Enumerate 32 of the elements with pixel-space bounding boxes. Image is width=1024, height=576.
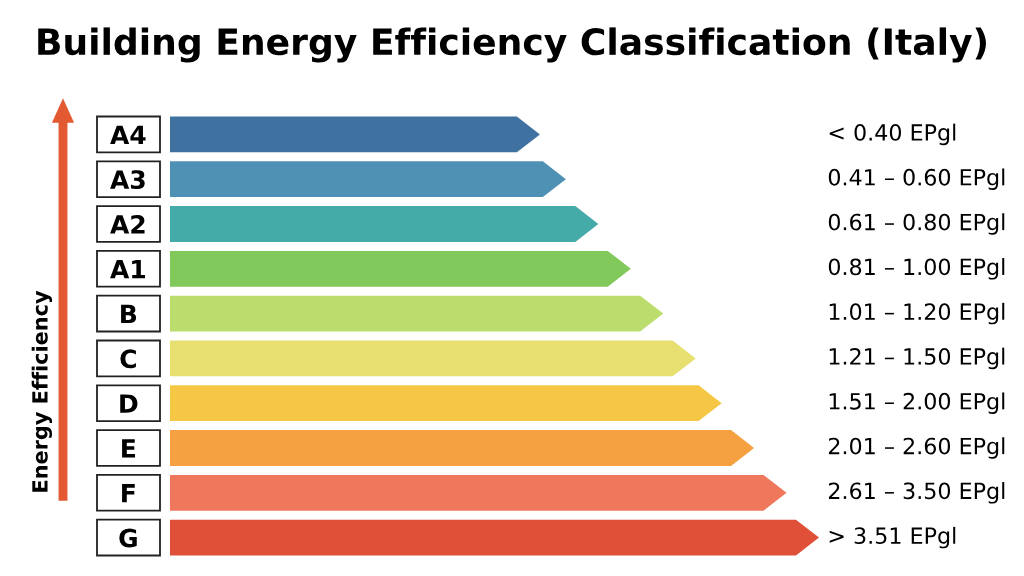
bar <box>170 295 664 332</box>
text: 0.61 – 0.80 EPgl <box>828 213 1005 235</box>
y-tick-label: A4 <box>110 125 146 144</box>
y-axis-title: Energy Efficiency <box>31 290 52 492</box>
chart-title: Building Energy Efficiency Classification (Italy) <box>38 27 986 63</box>
y-tick-label: F <box>122 484 135 503</box>
y-tick-label: A1 <box>110 260 145 279</box>
y-tick-label: D <box>120 394 138 413</box>
text: < 0.40 EPgl <box>829 123 956 146</box>
y-tick-label: C <box>120 349 136 369</box>
bar <box>170 474 787 511</box>
bar <box>170 161 566 198</box>
text: 1.21 – 1.50 EPgl <box>829 347 1005 370</box>
y-tick-label: G <box>119 528 137 548</box>
bar <box>170 340 696 377</box>
text: 0.81 – 1.00 EPgl <box>828 258 1005 280</box>
text: 2.61 – 3.50 EPgl <box>828 482 1005 504</box>
bar <box>170 385 722 422</box>
bar <box>170 430 755 466</box>
text: 0.41 – 0.60 EPgl <box>828 168 1005 190</box>
bar <box>170 116 540 153</box>
y-tick-label: A2 <box>110 214 145 234</box>
y-tick-label: B <box>121 304 137 324</box>
y-tick-label: E <box>122 439 136 458</box>
bar <box>170 250 631 287</box>
bar <box>170 519 819 556</box>
text: 1.51 – 2.00 EPgl <box>829 392 1005 414</box>
bar <box>170 206 599 242</box>
y-tick-label: A3 <box>110 170 145 190</box>
text: 1.01 – 1.20 EPgl <box>829 302 1005 325</box>
text: > 3.51 EPgl <box>829 526 956 549</box>
text: 2.01 – 2.60 EPgl <box>828 437 1005 459</box>
